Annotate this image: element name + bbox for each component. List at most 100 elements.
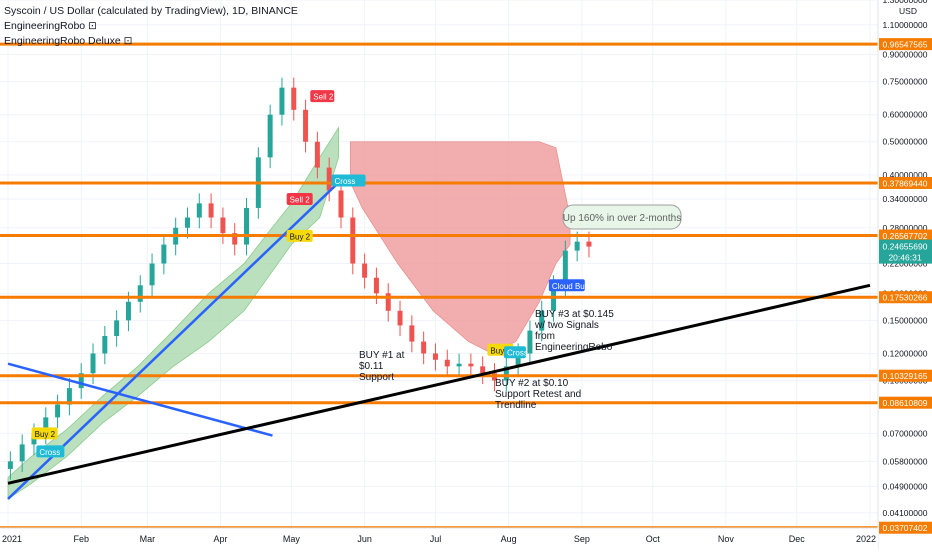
price-tick-label: 0.60000000	[883, 110, 928, 120]
signal-badge[interactable]	[331, 174, 366, 187]
price-tick-label: 0.28000000	[883, 223, 928, 233]
candle-body	[432, 353, 438, 360]
price-level-label: 0.10329165	[883, 371, 928, 381]
candle-body	[397, 310, 403, 326]
time-axis[interactable]	[0, 528, 878, 550]
candle-body	[303, 109, 309, 142]
candle-body	[149, 263, 155, 286]
signal-badge-label: Cross	[507, 349, 528, 358]
signal-badge-label: Cross	[335, 177, 356, 186]
signal-badge[interactable]	[286, 192, 313, 205]
candle-body	[43, 417, 49, 434]
candle-body	[232, 233, 238, 245]
candle-body	[66, 388, 72, 405]
signal-badge[interactable]	[310, 90, 335, 103]
candle-body	[527, 330, 533, 354]
candle-body	[220, 217, 226, 234]
price-tick-label: 0.05800000	[883, 456, 928, 466]
price-level-label-bg	[879, 521, 932, 534]
time-label: Dec	[789, 534, 806, 544]
candle-body	[291, 87, 297, 110]
indicator-engineeringrobo-deluxe[interactable]: EngineeringRobo Deluxe ⊡	[4, 35, 133, 47]
bullish-cloud	[7, 126, 340, 500]
price-level-label: 0.03707402	[883, 523, 928, 533]
candle-body	[125, 301, 131, 321]
candle-body	[208, 203, 214, 218]
candle-body	[78, 373, 84, 389]
signal-badge[interactable]	[286, 229, 313, 242]
time-label: 2021	[2, 534, 22, 544]
time-label: Sep	[574, 534, 590, 544]
candle-body	[421, 341, 427, 354]
price-level-label: 0.37869440	[883, 178, 928, 188]
candle-body	[326, 167, 332, 191]
candle-body	[444, 359, 450, 367]
time-label: Jul	[430, 534, 442, 544]
black-trendline[interactable]	[7, 283, 871, 485]
candle-body	[7, 461, 13, 469]
time-label: 2022	[856, 534, 876, 544]
candle-body	[456, 363, 462, 367]
candle-body	[338, 190, 344, 218]
candle-body	[515, 353, 521, 367]
candle-body	[314, 141, 320, 168]
candle-body	[539, 310, 545, 331]
price-level-label-bg	[879, 176, 932, 189]
symbol-title: Syscoin / US Dollar (calculated by Tradi…	[4, 5, 298, 17]
blue-downtrend-line[interactable]	[7, 362, 273, 437]
currency-label: USD	[899, 6, 917, 16]
signal-badge[interactable]	[36, 445, 65, 458]
candle-body	[503, 366, 509, 381]
candle-body	[562, 250, 568, 286]
candle-body	[350, 217, 356, 264]
annotation-buy-1: BUY #1 at $0.11 Support	[359, 350, 405, 383]
candle-body	[137, 285, 143, 302]
time-label: Oct	[646, 534, 661, 544]
callout-text: Up 160% in over 2-months	[563, 213, 681, 224]
price-level-label: 0.26567702	[883, 231, 928, 241]
indicator-engineeringrobo[interactable]: EngineeringRobo ⊡	[4, 20, 97, 32]
price-level-label: 0.08610809	[883, 398, 928, 408]
price-tick-label: 1.30000000	[883, 0, 928, 5]
price-tick-label: 0.07000000	[883, 428, 928, 438]
price-tick-label: 0.40000000	[883, 170, 928, 180]
candle-body	[244, 207, 250, 245]
candle-body	[480, 366, 486, 374]
signal-badge[interactable]	[503, 346, 526, 359]
candle-body	[90, 353, 96, 374]
time-label: Mar	[140, 534, 156, 544]
candle-body	[114, 320, 120, 336]
callout-bubble[interactable]	[562, 204, 682, 230]
candle-body	[373, 277, 379, 294]
price-level-label: 0.96547565	[883, 40, 928, 50]
price-axis[interactable]	[878, 0, 932, 550]
candle-body	[574, 241, 580, 251]
bar-countdown: 20:46:31	[888, 253, 921, 263]
signal-badge-label: Sell 2	[313, 93, 334, 102]
price-tick-label: 0.15000000	[883, 315, 928, 325]
price-tick-label: 0.34000000	[883, 194, 928, 204]
candle-body	[586, 241, 592, 247]
candle-body	[161, 244, 167, 264]
signal-badge[interactable]	[548, 279, 585, 292]
candle-body	[19, 444, 25, 462]
price-level-label-bg	[879, 396, 932, 409]
annotation-buy-3: BUY #3 at $0.145 w/ two Signals from Engine…	[534, 309, 614, 353]
candle-body	[362, 263, 368, 278]
candles	[7, 77, 592, 480]
signal-badge-label: Buy 2	[490, 346, 511, 355]
time-label: Nov	[718, 534, 735, 544]
signal-badge-label: Sell 2	[290, 195, 311, 204]
price-tick-label: 1.10000000	[883, 20, 928, 30]
annotation-buy-2: BUY #2 at $0.10 Support Retest and Trendli…	[495, 378, 581, 411]
candle-body	[267, 114, 273, 158]
signal-badge-label: Cloud Buy	[552, 282, 589, 291]
price-level-label-bg	[879, 229, 932, 242]
price-tick-label: 0.50000000	[883, 137, 928, 147]
signal-badge-label: Buy 2	[35, 430, 56, 439]
price-level-label-bg	[879, 38, 932, 51]
time-label: Apr	[214, 534, 228, 544]
signal-badge[interactable]	[31, 427, 58, 440]
